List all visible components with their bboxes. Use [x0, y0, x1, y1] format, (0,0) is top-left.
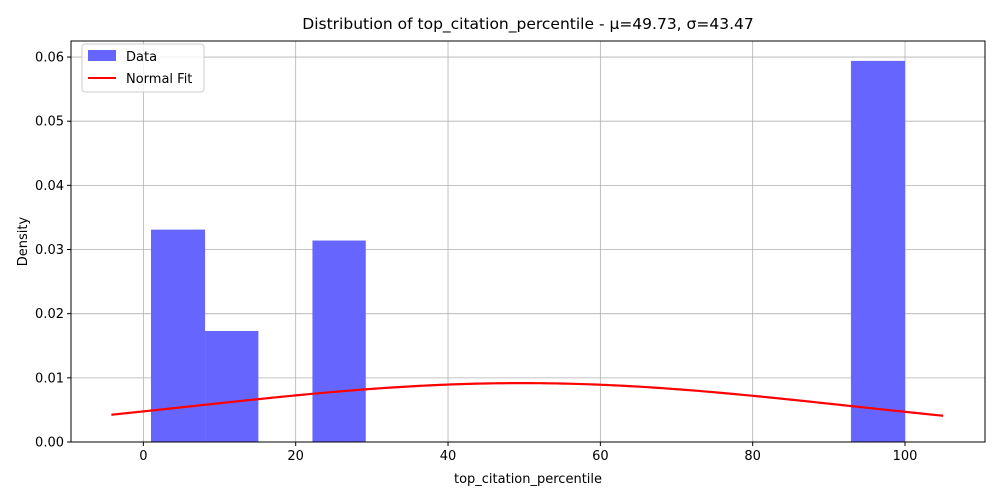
x-tick-label: 80	[744, 449, 761, 464]
axes-frame	[70, 40, 986, 443]
y-tick-label: 0.03	[35, 243, 64, 258]
normal-fit-curve	[111, 382, 944, 417]
y-tick-label: 0.05	[35, 115, 64, 130]
x-tick-label: 40	[440, 449, 457, 464]
y-tick-label: 0.01	[35, 371, 64, 386]
legend-swatch-data	[88, 50, 116, 61]
histogram-bars	[150, 60, 906, 443]
chart-title: Distribution of top_citation_percentile …	[302, 15, 753, 34]
x-tick-label: 20	[287, 449, 304, 464]
y-tick-label: 0.06	[35, 51, 64, 66]
normal-fit-line	[111, 382, 944, 417]
histogram-bar	[205, 331, 259, 442]
y-axis-ticks: 0.00 0.01 0.02 0.03 0.04 0.05 0.06	[35, 51, 71, 451]
x-axis-label: top_citation_percentile	[454, 472, 602, 487]
histogram-bar	[312, 240, 366, 442]
y-tick-label: 0.04	[35, 179, 64, 194]
y-tick-label: 0.00	[35, 436, 64, 451]
histogram-bar	[850, 60, 906, 443]
legend: Data Normal Fit	[81, 43, 205, 93]
y-axis-label: Density	[16, 216, 31, 266]
legend-label-normal-fit: Normal Fit	[126, 72, 192, 87]
x-tick-label: 0	[139, 449, 147, 464]
legend-label-data: Data	[126, 50, 157, 65]
x-tick-label: 60	[592, 449, 609, 464]
y-tick-label: 0.02	[35, 307, 64, 322]
x-tick-label: 100	[893, 449, 918, 464]
x-axis-ticks: 0 20 40 60 80 100	[139, 442, 917, 464]
